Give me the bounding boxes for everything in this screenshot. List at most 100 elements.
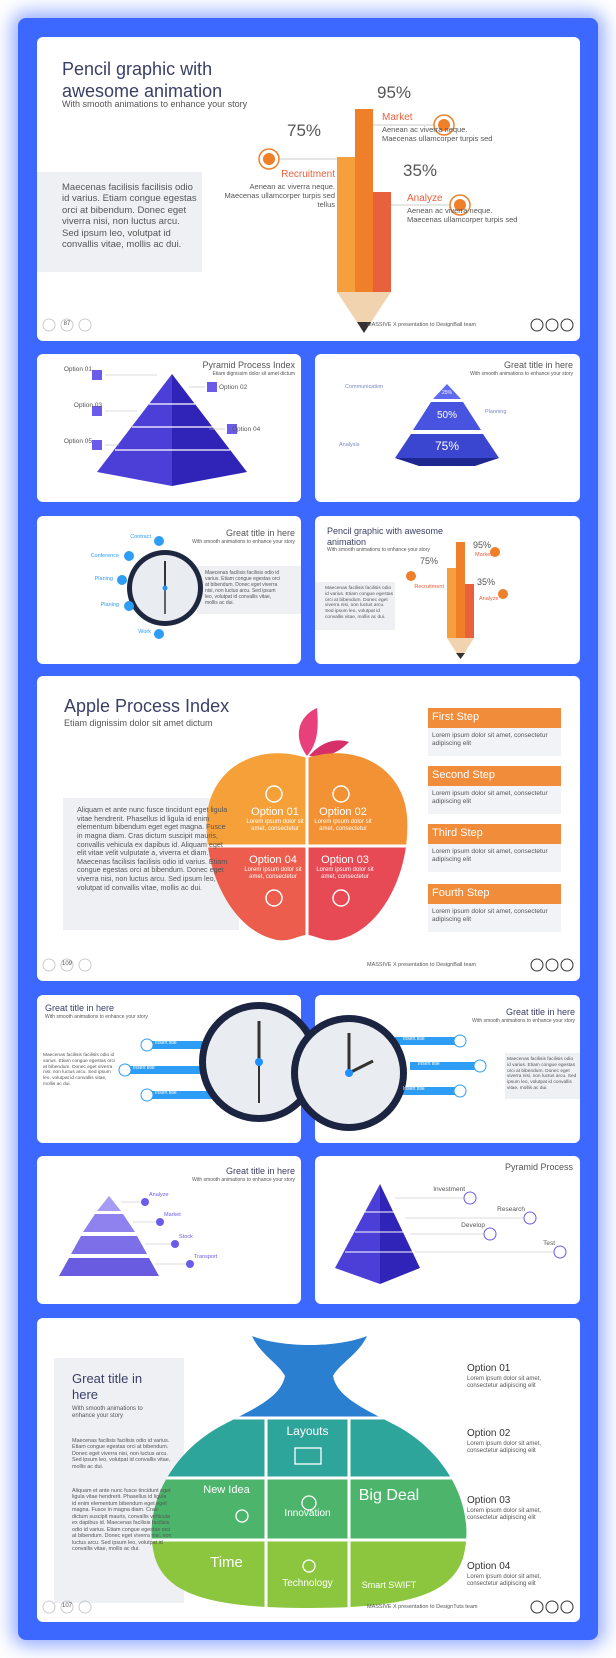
- option-label: Option 03: [321, 854, 369, 866]
- step-label: Fourth Step: [432, 887, 490, 899]
- option-label: Option 04: [249, 854, 297, 866]
- option-label: Option 04: [232, 426, 261, 433]
- slide: Great title in here With smooth animation…: [291, 995, 580, 1143]
- label: Analyze: [407, 193, 443, 204]
- title: Pyramid Process: [504, 1162, 573, 1172]
- title: Apple Process Index: [64, 696, 230, 716]
- option-text: Lorem ipsum dolor sit amet, consectetur: [316, 867, 374, 881]
- option-text: Lorem ipsum dolor sit amet, consectetur …: [467, 1574, 542, 1588]
- subtitle: With smooth animations to enhance your s…: [470, 371, 573, 377]
- label: Test: [543, 1240, 555, 1247]
- step-label: Second Step: [432, 769, 495, 781]
- label: Insert title: [403, 1036, 425, 1042]
- level: 50%: [436, 410, 457, 421]
- option-label: Option 02: [319, 806, 367, 818]
- percent: 75%: [420, 556, 439, 566]
- footer: MASSIVE X presentation to DesignBall tea…: [367, 962, 477, 968]
- step-text: Lorem ipsum dolor sit amet, consectetur …: [432, 790, 548, 805]
- subtitle: Etiam dignissim dolor sit amet dictum: [64, 718, 213, 728]
- subtitle: With smooth animations to enhance your s…: [327, 547, 430, 553]
- subtitle: With smooth animations to enhance your s…: [192, 1177, 295, 1183]
- label: Market: [164, 1212, 181, 1218]
- slide-graphic: [42, 708, 574, 972]
- footer: MASSIVE X presentation to DesignTuts tea…: [367, 1604, 478, 1610]
- option-label: Option 03: [73, 402, 102, 409]
- title: Pencil graphic with awesome animation: [327, 526, 444, 547]
- text: Aenean ac viverra neque. Maecenas ullamc…: [382, 125, 493, 143]
- page-number: 109: [61, 961, 72, 967]
- body: Aliquam et ante nunc fusce tincidunt ege…: [72, 1488, 172, 1553]
- option-label: Option 01: [467, 1363, 511, 1374]
- page-number: 107: [61, 1603, 72, 1609]
- slide: Pencil graphic with awesome animation Wit…: [37, 37, 580, 341]
- title: Great title in here: [72, 1371, 143, 1402]
- body: Maecenas facilisis facilisis odio id var…: [72, 1438, 171, 1470]
- label: Recruitment: [414, 584, 444, 590]
- label: Conference: [90, 553, 119, 559]
- title: Pencil graphic with awesome animation: [62, 59, 223, 101]
- slide: Great title in here With smooth animation…: [37, 516, 301, 664]
- option-label: Option 02: [467, 1428, 511, 1439]
- slide: Pyramid Process Investment Research Develop…: [315, 1156, 580, 1304]
- slide-graphic: [291, 1015, 580, 1131]
- step-label: First Step: [432, 711, 480, 723]
- step-text: Lorem ipsum dolor sit amet, consectetur …: [432, 732, 548, 747]
- option-label: Option 01: [251, 806, 299, 818]
- label: Recruitment: [281, 169, 335, 180]
- label: Research: [497, 1206, 525, 1213]
- label: Develop: [461, 1222, 485, 1229]
- subtitle: With smooth animations to enhance your s…: [62, 99, 248, 109]
- slide-graphic: [59, 1196, 194, 1276]
- label: Insert title: [418, 1061, 440, 1067]
- slide-graphic: [118, 1002, 319, 1122]
- label: Communication: [345, 384, 384, 390]
- label: Insert title: [403, 1086, 425, 1092]
- title: Great title in here: [503, 360, 573, 370]
- cell-label: Layouts: [286, 1424, 329, 1438]
- option-label: Option 04: [467, 1561, 511, 1572]
- percent: 35%: [477, 577, 496, 587]
- option-text: Lorem ipsum dolor sit amet, consectetur: [244, 867, 302, 881]
- percent: 75%: [287, 121, 322, 140]
- percent: 95%: [473, 540, 492, 550]
- option-text: Lorem ipsum dolor sit amet, consectetur: [314, 819, 372, 833]
- label: Insert title: [133, 1065, 155, 1071]
- percent: 35%: [403, 161, 438, 180]
- option-text: Lorem ipsum dolor sit amet, consectetur …: [467, 1508, 542, 1522]
- label: Contract: [130, 534, 151, 540]
- text: Aenean ac viverra neque. Maecenas ullamc…: [407, 206, 518, 224]
- level: 75%: [434, 439, 460, 453]
- slide-graphic: [92, 370, 247, 486]
- text: Aenean ac viverra neque. Maecenas ullamc…: [224, 182, 335, 209]
- slide: Great title in here With smooth animation…: [37, 1318, 580, 1622]
- title: Pyramid Process Index: [202, 360, 295, 370]
- cell-label: Innovation: [284, 1508, 331, 1519]
- step-text: Lorem ipsum dolor sit amet, consectetur …: [432, 908, 548, 923]
- slide: Great title in here With smooth animation…: [37, 995, 319, 1143]
- label: Transport: [194, 1254, 218, 1260]
- option-text: Lorem ipsum dolor sit amet, consectetur …: [467, 1441, 542, 1455]
- subtitle: With smooth animations to enhance your s…: [472, 1018, 575, 1024]
- step-label: Third Step: [432, 827, 483, 839]
- subtitle: Etiam dignissim dolor sit amet dictum: [212, 371, 295, 377]
- slide: Great title in here With smooth animation…: [37, 1156, 301, 1304]
- option-text: Lorem ipsum dolor sit amet, consectetur …: [467, 1376, 542, 1390]
- option-label: Option 02: [219, 384, 248, 391]
- slide-graphic: [42, 1336, 574, 1614]
- label: Insert title: [155, 1040, 177, 1046]
- slide-graphic: [315, 542, 508, 659]
- cell-label: Technology: [282, 1578, 333, 1589]
- label: Market: [382, 112, 413, 123]
- label: Planing: [94, 576, 113, 582]
- label: Investment: [433, 1186, 465, 1193]
- slide-graphic: [37, 109, 574, 333]
- body: Aliquam et ante nunc fusce tincidunt ege…: [77, 805, 228, 892]
- page-number: 87: [63, 321, 71, 327]
- title: Great title in here: [225, 528, 295, 538]
- body: Maecenas facilisis facilisis odio id var…: [507, 1057, 577, 1091]
- body: Maecenas facilisis facilisis odio id var…: [325, 586, 393, 620]
- body: Maecenas facilisis facilisis odio id var…: [62, 182, 197, 250]
- body: Maecenas facilisis facilisis odio id var…: [43, 1053, 115, 1087]
- label: Stock: [179, 1234, 193, 1240]
